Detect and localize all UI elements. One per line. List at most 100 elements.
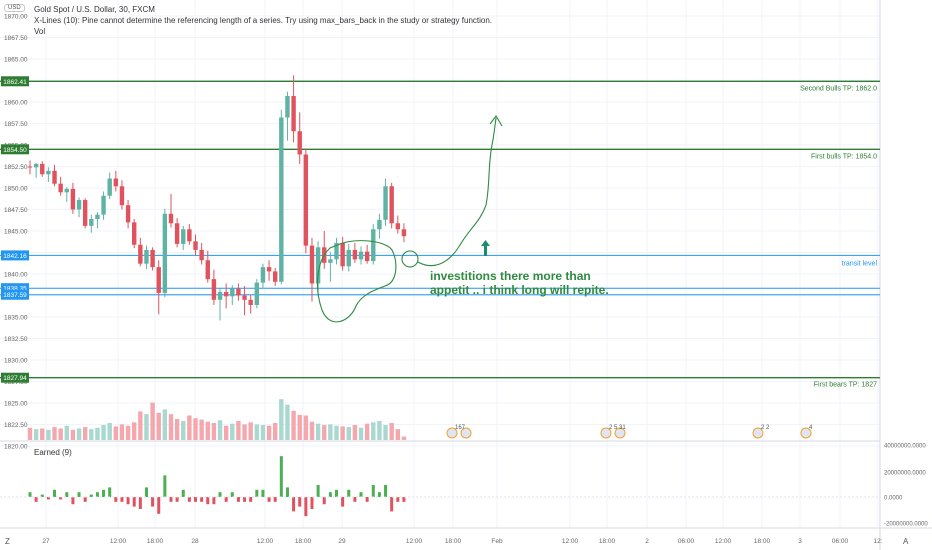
annotation-text-line1: investitions there more than (430, 269, 591, 283)
event-flag-icon[interactable] (614, 427, 626, 439)
event-flag-icon[interactable] (752, 427, 764, 439)
candle-body (266, 267, 272, 272)
earned-bar (163, 475, 167, 497)
price-tick-label: 1870.00 (4, 14, 28, 21)
earned-bar (335, 489, 338, 497)
earned-axis: 40000000.0000 20000000.0000 0.0000 -2000000… (884, 444, 928, 528)
time-tick-label: 2 (645, 538, 649, 545)
earned-bar (71, 497, 75, 505)
candle-body (132, 222, 137, 245)
earned-bar (83, 497, 87, 502)
candle-body (260, 267, 266, 283)
level-badge[interactable] (1, 76, 29, 87)
time-tick-label: Feb (491, 538, 503, 545)
earned-bar (316, 485, 320, 497)
time-tick-label: 12:00 (257, 538, 274, 545)
earned-bar (353, 497, 357, 502)
event-flag-icon[interactable] (600, 427, 612, 439)
earned-bar (34, 497, 38, 502)
volume-bar (248, 422, 253, 440)
volume-bar (70, 429, 76, 440)
candle-body (27, 166, 33, 168)
earned-bar (175, 497, 179, 502)
volume-bar (223, 425, 229, 440)
time-tick-label: 06:00 (678, 538, 695, 545)
currency-badge[interactable]: USD (4, 4, 25, 12)
forecast-curve[interactable] (417, 117, 497, 267)
volume-bar (107, 423, 112, 440)
volume-bar (364, 423, 370, 440)
volume-bar (64, 425, 69, 440)
earned-bar (390, 497, 394, 512)
timezone-button[interactable]: Z (5, 537, 10, 546)
volume-bar (230, 423, 235, 440)
event-flag-icon[interactable] (800, 427, 812, 439)
candle-body (303, 154, 309, 246)
candle-body (217, 292, 223, 300)
candle-body (125, 205, 131, 223)
event-flag-icon[interactable] (446, 427, 458, 439)
earned-bar (322, 497, 326, 505)
time-tick-label: 12: (873, 538, 882, 545)
earned-tick-label: 20000000.0000 (884, 471, 926, 477)
volume-bar (377, 420, 382, 440)
auto-scale-button[interactable]: A (903, 537, 909, 546)
earned-bar (224, 497, 228, 502)
volume-bar (95, 427, 100, 440)
level-badge[interactable] (1, 372, 29, 383)
earned-bar (328, 492, 332, 497)
price-tick-label: 1852.50 (4, 164, 28, 171)
volume-bar (156, 412, 161, 440)
volume-bar (322, 425, 327, 440)
level-label: Second Bulls TP: 1862.0 (800, 85, 877, 92)
level-badge[interactable] (1, 144, 29, 155)
levels: Second Bulls TP: 1862.0 First bulls TP: 1… (0, 80, 880, 389)
candle-body (328, 259, 333, 263)
candle-body (107, 178, 112, 196)
arrow-up-icon (481, 240, 490, 256)
level-badge[interactable] (1, 250, 29, 261)
level-badge-label: 1854.50 (3, 147, 27, 154)
event-count: 4 (809, 425, 813, 431)
volume-bar (205, 421, 210, 440)
volume-bar (242, 424, 247, 440)
level-badge[interactable] (1, 283, 29, 294)
level-badge-label: 1837.59 (3, 292, 27, 299)
price-tick-label: 1835.00 (4, 315, 28, 322)
time-tick-label: 18:00 (147, 538, 164, 545)
volume-bar (315, 423, 321, 440)
candle-body (40, 163, 45, 175)
earned-bar (169, 497, 173, 502)
volume-bar (309, 421, 315, 440)
level-label: transit level (842, 260, 878, 267)
earned-bar (206, 497, 210, 505)
volume-bar (297, 414, 302, 440)
ellipse-drawing[interactable] (316, 240, 397, 323)
earned-bar (365, 497, 369, 502)
candle-body (162, 213, 168, 293)
earned-bar (279, 456, 283, 497)
earned-bar (384, 485, 388, 497)
time-tick-label: 3 (798, 538, 802, 545)
level-badge[interactable] (1, 289, 29, 300)
price-tick-label: 1840.00 (4, 272, 28, 279)
circle-drawing[interactable] (401, 250, 419, 268)
earned-bar (218, 492, 222, 497)
candle-body (346, 249, 351, 267)
candle-body (144, 249, 149, 264)
volume-bar (254, 424, 260, 440)
volume-bar (352, 425, 358, 440)
candle-body (150, 249, 155, 268)
candle-body (383, 186, 388, 220)
candle-body (113, 178, 119, 187)
earned-bar (255, 489, 259, 497)
earned-bar (65, 492, 69, 497)
earned-bar (292, 497, 296, 512)
earned-bar (59, 497, 63, 500)
event-flag-icon[interactable] (460, 427, 472, 439)
candle-body (89, 218, 94, 226)
earned-bar (108, 487, 112, 497)
volume-bar (76, 428, 82, 440)
